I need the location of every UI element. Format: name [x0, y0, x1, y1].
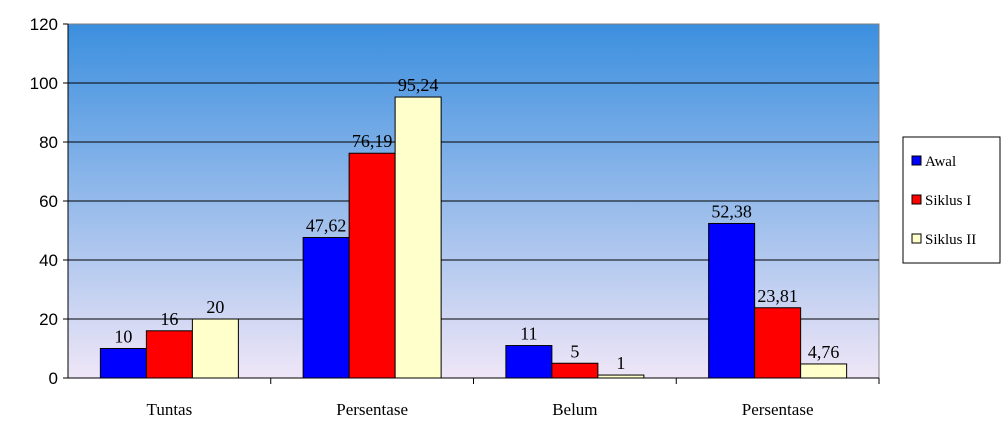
- legend-label: Siklus II: [925, 232, 976, 248]
- data-label: 76,19: [352, 131, 393, 151]
- data-label: 23,81: [757, 286, 798, 306]
- legend-label: Awal: [925, 154, 956, 170]
- y-tick-label: 20: [39, 310, 58, 329]
- data-label: 11: [520, 324, 537, 344]
- data-label: 16: [160, 309, 178, 329]
- data-labels: 10 16 20 47,62 76,19 95,24 11 5 1 52,38 23,81 4,76: [114, 75, 839, 373]
- legend-swatch: [911, 194, 922, 205]
- data-label: 20: [206, 297, 224, 317]
- y-tick-label: 120: [30, 15, 58, 34]
- y-tick-label: 60: [39, 192, 58, 211]
- bar-awal: [99, 348, 147, 379]
- bar-awal: [708, 222, 756, 379]
- x-category-label: Persentase: [742, 400, 814, 419]
- data-label: 10: [114, 327, 132, 347]
- data-label: 47,62: [306, 216, 347, 236]
- legend-swatch: [911, 155, 922, 166]
- bar-siklus-ii: [191, 318, 239, 379]
- bar-awal: [302, 237, 350, 379]
- legend: Awal Siklus I Siklus II: [902, 136, 1001, 264]
- legend-swatch: [911, 233, 922, 244]
- y-tick-label: 100: [30, 74, 58, 93]
- data-label: 95,24: [398, 75, 439, 95]
- legend-label: Siklus I: [925, 193, 971, 209]
- bar-siklus-i: [754, 307, 802, 379]
- bar-siklus-i: [348, 152, 396, 379]
- bar-siklus-i: [145, 330, 193, 379]
- bar-siklus-ii: [800, 363, 848, 379]
- y-tick-label: 80: [39, 133, 58, 152]
- x-category-label: Persentase: [336, 400, 408, 419]
- y-tick-label: 40: [39, 251, 58, 270]
- data-label: 5: [570, 341, 579, 361]
- x-category-label: Belum: [552, 400, 597, 419]
- bars: [99, 96, 848, 379]
- bar-siklus-i: [551, 362, 599, 379]
- data-label: 4,76: [808, 342, 840, 362]
- x-category-label: Tuntas: [147, 400, 193, 419]
- bar-siklus-ii: [394, 96, 442, 379]
- y-tick-label: 0: [49, 369, 58, 388]
- data-label: 1: [616, 353, 625, 373]
- bar-awal: [505, 345, 553, 379]
- data-label: 52,38: [711, 201, 752, 221]
